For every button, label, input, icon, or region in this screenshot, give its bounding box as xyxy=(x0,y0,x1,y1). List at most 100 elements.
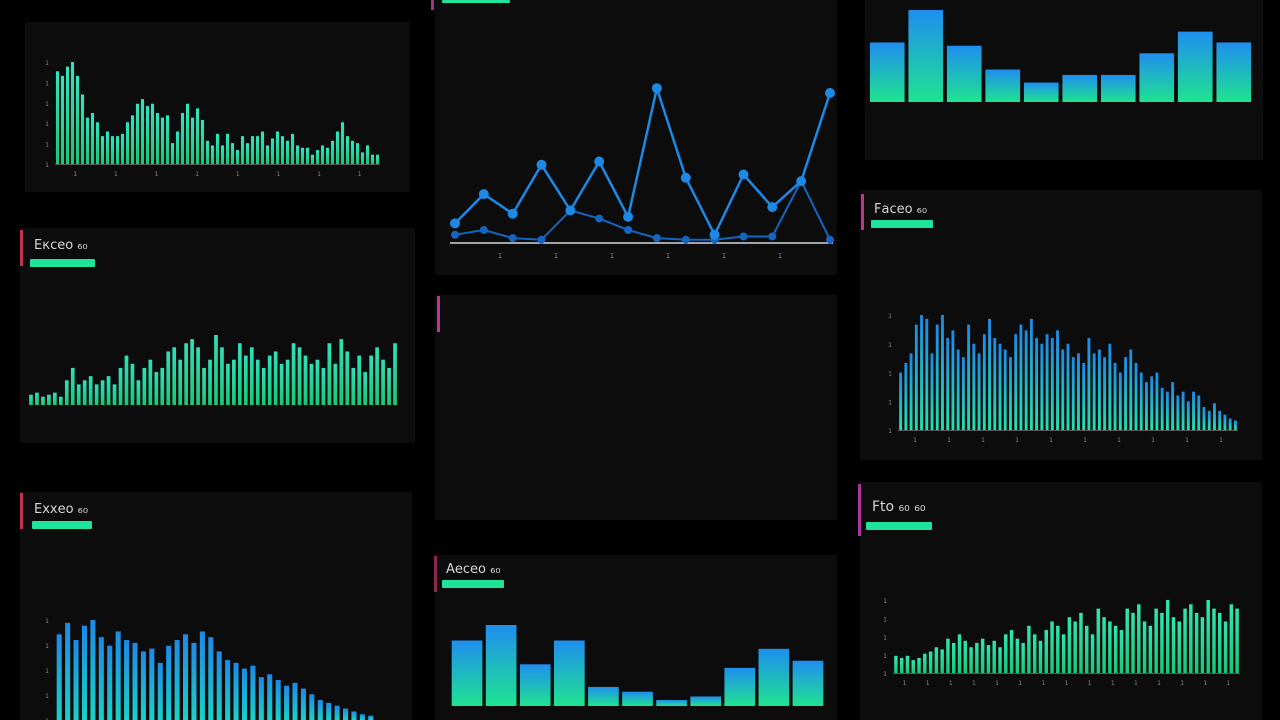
bar xyxy=(935,324,939,430)
bar xyxy=(35,392,39,405)
x-tick-label: 1 xyxy=(1157,680,1161,687)
data-point xyxy=(451,230,459,239)
bar xyxy=(166,645,172,720)
bar xyxy=(75,75,80,164)
x-tick-label: 1 xyxy=(1219,437,1223,444)
bar xyxy=(909,353,913,430)
title-underline xyxy=(871,220,933,228)
bar xyxy=(190,339,194,405)
bar xyxy=(1212,608,1216,673)
bar xyxy=(519,664,551,706)
bar xyxy=(1145,382,1148,430)
bar xyxy=(195,108,200,164)
bar xyxy=(1019,324,1023,430)
bar xyxy=(155,113,160,164)
bar xyxy=(29,394,33,405)
x-tick-label: 1 xyxy=(498,252,502,260)
bar xyxy=(183,634,189,720)
x-tick-label: 1 xyxy=(1111,680,1115,687)
x-tick-label: 1 xyxy=(947,437,951,444)
bar xyxy=(225,660,231,720)
bar xyxy=(1009,630,1014,673)
bar xyxy=(94,384,99,405)
bar xyxy=(1021,642,1025,673)
bar xyxy=(1124,357,1127,430)
bar xyxy=(485,625,517,706)
bar xyxy=(1181,391,1185,430)
title-underline xyxy=(32,521,92,529)
y-tick-label: 1 xyxy=(883,598,887,605)
y-tick-label: 1 xyxy=(883,671,887,678)
bar xyxy=(41,396,45,405)
y-tick-label: 1 xyxy=(45,80,49,87)
series-line xyxy=(454,86,832,237)
bar xyxy=(381,359,385,405)
bar xyxy=(249,347,254,405)
bar xyxy=(136,380,141,405)
bar xyxy=(105,131,110,164)
data-point xyxy=(681,235,690,244)
bar xyxy=(300,688,306,720)
bar xyxy=(220,145,225,164)
bar xyxy=(233,662,239,720)
bar xyxy=(305,147,310,164)
bar xyxy=(130,115,135,164)
bar xyxy=(972,343,976,430)
bar xyxy=(993,338,997,430)
bar xyxy=(321,367,326,405)
bar xyxy=(724,667,756,706)
bar xyxy=(315,150,320,164)
bar xyxy=(98,637,104,720)
x-tick-label: 1 xyxy=(1015,437,1019,444)
bar xyxy=(914,324,918,430)
panel-mid-center-empty xyxy=(435,295,837,520)
bar xyxy=(1029,318,1033,430)
bar xyxy=(200,119,205,164)
bar xyxy=(280,136,285,164)
bar xyxy=(351,711,357,720)
chart-mid-right: 1 1 1 1 1 1 1 1 1 1 1 1 1 1 1 xyxy=(888,313,1238,444)
bar xyxy=(1014,334,1018,430)
bar xyxy=(291,343,296,405)
data-point xyxy=(594,156,605,167)
bar xyxy=(1131,612,1135,673)
bar xyxy=(333,363,338,405)
bar xyxy=(160,367,165,405)
bar xyxy=(191,642,197,720)
bar xyxy=(154,372,159,405)
y-tick-label: 1 xyxy=(45,668,49,675)
bar xyxy=(588,686,619,706)
y-tick-label: 1 xyxy=(45,121,49,128)
bar xyxy=(1035,338,1039,430)
panel-accent xyxy=(858,484,861,536)
bar xyxy=(1061,349,1065,430)
bar xyxy=(95,122,100,164)
chart-bot-right: 1 1 1 1 1 1 1 1 1 1 1 1 1 1 1 1 1 1 1 1 xyxy=(883,598,1240,687)
title-underline xyxy=(442,580,504,588)
bar xyxy=(55,71,60,164)
bar xyxy=(1223,414,1227,430)
bar xyxy=(315,359,320,405)
bar xyxy=(951,330,955,430)
bar xyxy=(1177,621,1182,673)
bar xyxy=(1062,74,1098,102)
bar xyxy=(1067,617,1072,673)
data-point xyxy=(537,235,546,244)
data-point xyxy=(623,211,634,222)
bar xyxy=(905,655,910,673)
bar xyxy=(267,674,273,720)
bar xyxy=(1073,621,1077,673)
x-tick-label: 1 xyxy=(981,437,985,444)
bar xyxy=(992,640,996,673)
bar xyxy=(1108,621,1112,673)
bar xyxy=(869,42,905,102)
bar xyxy=(1202,407,1206,430)
bar xyxy=(309,694,315,720)
bar xyxy=(235,150,240,164)
bar xyxy=(1092,353,1096,430)
x-tick-label: 1 xyxy=(277,171,281,178)
data-point xyxy=(796,176,807,187)
bar xyxy=(230,143,235,164)
bar xyxy=(899,372,903,430)
bar xyxy=(215,133,220,164)
